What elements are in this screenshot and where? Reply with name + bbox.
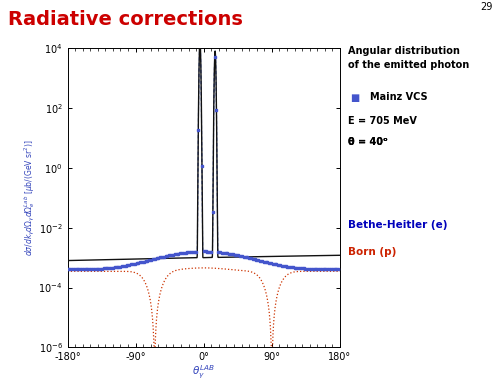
Text: θ = 40ᵒ: θ = 40ᵒ [348, 137, 387, 147]
X-axis label: $\theta_{\gamma}^{LAB}$: $\theta_{\gamma}^{LAB}$ [192, 364, 215, 381]
Text: of the emitted photon: of the emitted photon [348, 60, 469, 70]
Y-axis label: $d\sigma/dk_{\gamma}d\Omega_{\gamma}d\Omega_{e}^{Lab}$ [$\mu$b/(GeV sr$^2$)]: $d\sigma/dk_{\gamma}d\Omega_{\gamma}d\Om… [22, 139, 37, 256]
Text: 29: 29 [480, 2, 492, 12]
Text: E = 705 MeV: E = 705 MeV [348, 116, 416, 126]
Text: ■: ■ [350, 93, 359, 103]
Text: Born (p): Born (p) [348, 247, 396, 257]
Text: θ = 40ᵒ: θ = 40ᵒ [348, 137, 387, 147]
Text: Bethe-Heitler (e): Bethe-Heitler (e) [348, 220, 447, 230]
Text: Radiative corrections: Radiative corrections [8, 10, 242, 29]
Text: Mainz VCS: Mainz VCS [370, 92, 428, 102]
Text: Angular distribution: Angular distribution [348, 46, 460, 56]
